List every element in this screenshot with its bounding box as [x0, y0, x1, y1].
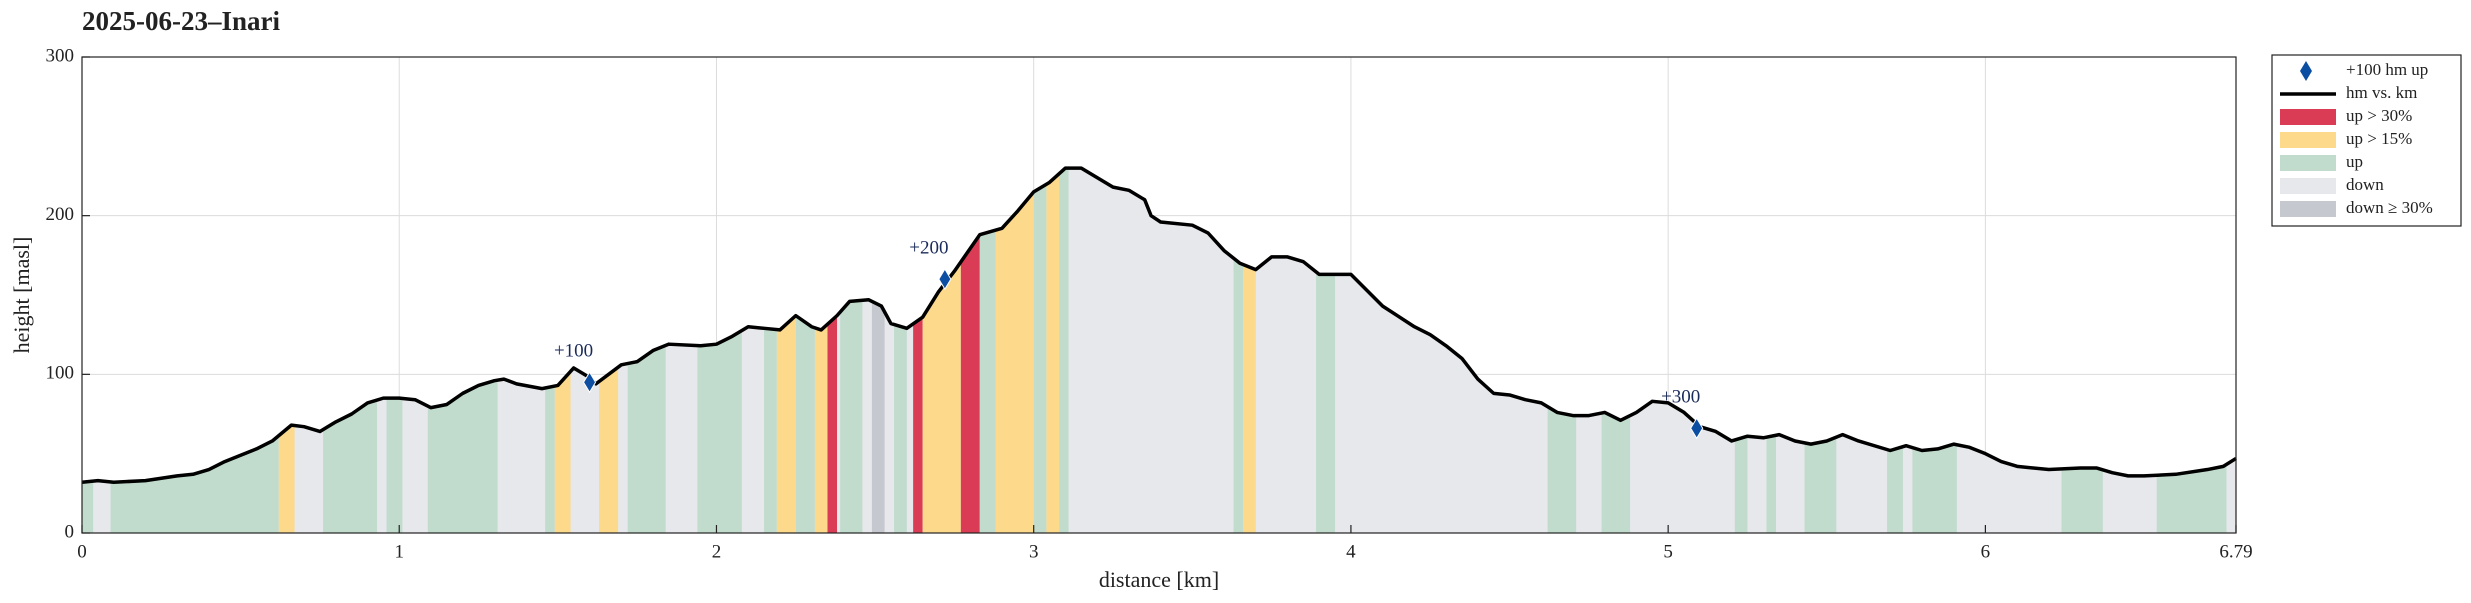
marker-label: +300 [1661, 387, 1700, 408]
y-tick-label: 200 [46, 204, 75, 225]
marker-label: +100 [554, 341, 593, 362]
chart-title: 2025-06-23–Inari [82, 6, 280, 36]
x-tick-label: 0 [77, 541, 87, 562]
marker [582, 371, 597, 394]
band [1804, 168, 1837, 533]
legend-label: down [2346, 175, 2384, 194]
band [840, 168, 863, 533]
band [871, 168, 885, 533]
line [81, 166, 2237, 484]
legend-swatch [2280, 109, 2336, 125]
band [1887, 168, 1903, 533]
band [554, 168, 571, 533]
area [82, 168, 2236, 534]
band [1601, 168, 1631, 533]
band [323, 168, 378, 533]
marker [1690, 417, 1704, 440]
x-tick-label: 4 [1346, 541, 1356, 562]
legend-marker [2300, 61, 2312, 81]
band [82, 168, 94, 533]
legend-label: down ≥ 30% [2346, 198, 2433, 217]
x-tick-label: 5 [1663, 541, 1673, 562]
band [2156, 168, 2227, 533]
marker [938, 268, 952, 291]
x-axis-label: distance [km] [1099, 567, 1219, 592]
band [1316, 168, 1336, 533]
y-axis-label: height [masl] [9, 237, 34, 354]
legend-label: +100 hm up [2346, 60, 2428, 79]
band [827, 168, 838, 533]
band [110, 168, 279, 533]
legend-swatch [2280, 178, 2336, 194]
legend-swatch [2280, 155, 2336, 171]
band [545, 168, 555, 533]
marker-label: +200 [909, 237, 948, 258]
band [1547, 168, 1577, 533]
y-tick-label: 300 [46, 45, 75, 66]
x-tick-label: 3 [1029, 541, 1039, 562]
band [386, 168, 403, 533]
band [427, 168, 498, 533]
legend-swatch [2280, 201, 2336, 217]
x-tick-label: 1 [394, 541, 404, 562]
band [1059, 168, 1069, 533]
band [1046, 168, 1060, 533]
band [1734, 168, 1748, 533]
band [1033, 168, 1047, 533]
band [894, 168, 907, 533]
legend-label: hm vs. km [2346, 83, 2417, 102]
band [1912, 168, 1957, 533]
band [795, 168, 815, 533]
legend-label: up [2346, 152, 2363, 171]
x-tick-label: 6.79 [2219, 541, 2252, 562]
band [995, 168, 1034, 533]
band [979, 168, 996, 533]
band [278, 168, 295, 533]
band [814, 168, 828, 533]
band [1766, 168, 1777, 533]
band [599, 168, 619, 533]
band [1233, 168, 1244, 533]
legend-swatch [2280, 132, 2336, 148]
band [776, 168, 796, 533]
band [913, 168, 923, 533]
band [697, 168, 742, 533]
band [1243, 168, 1256, 533]
band [2061, 168, 2103, 533]
band [627, 168, 666, 533]
band [922, 168, 961, 533]
band [960, 168, 980, 533]
x-tick-label: 2 [712, 541, 722, 562]
legend-label: up > 15% [2346, 129, 2412, 148]
x-tick-label: 6 [1981, 541, 1991, 562]
plot-frame [81, 56, 2237, 534]
y-tick-label: 100 [46, 363, 75, 384]
band [764, 168, 777, 533]
y-tick-label: 0 [65, 521, 75, 542]
legend-label: up > 30% [2346, 106, 2412, 125]
